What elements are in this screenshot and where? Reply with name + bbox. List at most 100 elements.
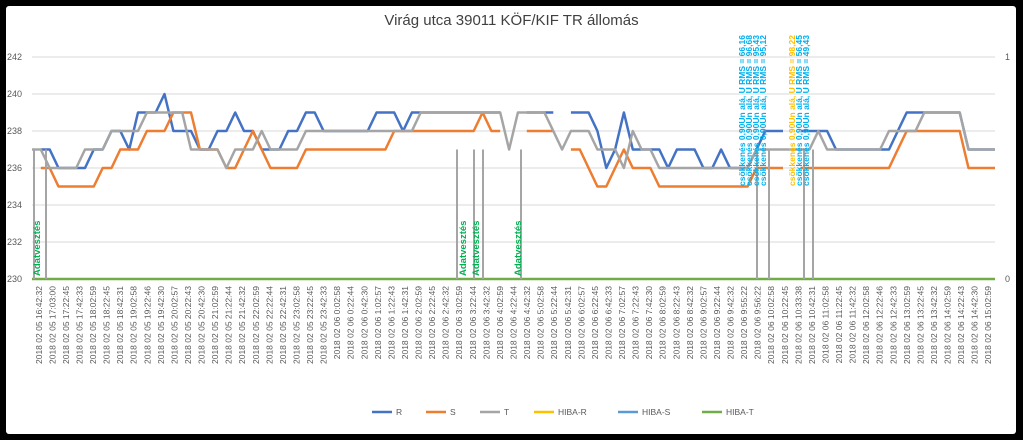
legend-label: HIBA-T xyxy=(726,407,754,417)
x-tick-label: 2018 02 06 13:22:45 xyxy=(915,286,925,364)
x-tick-label: 2018 02 05 17:03:00 xyxy=(47,286,57,364)
x-tick-label: 2018 02 06 4:02:59 xyxy=(495,286,505,360)
x-tick-label: 2018 02 05 19:02:58 xyxy=(129,286,139,364)
x-tick-label: 2018 02 05 19:42:30 xyxy=(156,286,166,364)
x-tick-label: 2018 02 06 0:42:30 xyxy=(359,286,369,360)
annotation-label: csökkenés 0,90Un alá, U RMS = 96,68 xyxy=(744,35,754,186)
annotation-label: csökkenés 0,90Un alá, U RMS = 49,43 xyxy=(801,35,811,186)
y-tick-label: 232 xyxy=(7,237,22,247)
x-tick-label: 2018 02 05 23:02:58 xyxy=(291,286,301,364)
x-tick-label: 2018 02 06 6:22:45 xyxy=(590,286,600,360)
y2-tick-label: 0 xyxy=(1005,274,1010,284)
x-tick-label: 2018 02 06 2:42:32 xyxy=(441,286,451,360)
x-tick-label: 2018 02 05 17:42:33 xyxy=(74,286,84,364)
y2-tick-label: 1 xyxy=(1005,52,1010,62)
x-tick-label: 2018 02 05 22:42:31 xyxy=(278,286,288,364)
x-tick-label: 2018 02 06 0:22:44 xyxy=(346,286,356,360)
x-tick-label: 2018 02 05 21:22:44 xyxy=(224,286,234,364)
x-tick-label: 2018 02 06 12:02:58 xyxy=(861,286,871,364)
legend-label: R xyxy=(396,407,402,417)
x-tick-label: 2018 02 06 14:42:30 xyxy=(970,286,980,364)
x-tick-label: 2018 02 06 13:42:32 xyxy=(929,286,939,364)
legend-label: T xyxy=(504,407,509,417)
x-tick-label: 2018 02 06 5:02:58 xyxy=(536,286,546,360)
x-tick-label: 2018 02 06 9:56:22 xyxy=(753,286,763,360)
annotation-label: csökkenés 0,90Un alá, U RMS = 56,45 xyxy=(794,35,804,186)
series-line-s xyxy=(40,111,995,188)
y-tick-label: 238 xyxy=(7,126,22,136)
x-tick-label: 2018 02 06 1:42:31 xyxy=(400,286,410,360)
x-tick-label: 2018 02 05 18:42:31 xyxy=(115,286,125,364)
x-tick-label: 2018 02 06 3:02:59 xyxy=(454,286,464,360)
x-tick-label: 2018 02 06 9:55:22 xyxy=(739,286,749,360)
x-tick-label: 2018 02 06 11:22:45 xyxy=(834,286,844,364)
annotation-label: Adatvesztés xyxy=(471,221,482,276)
x-tick-label: 2018 02 06 8:02:59 xyxy=(658,286,668,360)
y-tick-label: 240 xyxy=(7,89,22,99)
x-tick-label: 2018 02 06 14:02:59 xyxy=(943,286,953,364)
x-tick-label: 2018 02 06 0:02:58 xyxy=(332,286,342,360)
x-tick-label: 2018 02 05 20:42:30 xyxy=(197,286,207,364)
x-tick-label: 2018 02 05 22:02:59 xyxy=(251,286,261,364)
x-tick-label: 2018 02 05 18:02:59 xyxy=(88,286,98,364)
x-tick-label: 2018 02 06 5:42:31 xyxy=(563,286,573,360)
annotation-label: Adatvesztés xyxy=(513,221,524,276)
x-tick-label: 2018 02 06 6:42:33 xyxy=(603,286,613,360)
x-tick-label: 2018 02 06 7:42:30 xyxy=(644,286,654,360)
x-tick-label: 2018 02 06 2:02:59 xyxy=(414,286,424,360)
x-tick-label: 2018 02 06 11:42:32 xyxy=(848,286,858,364)
x-tick-label: 2018 02 06 14:22:43 xyxy=(956,286,966,364)
x-tick-label: 2018 02 06 8:42:32 xyxy=(685,286,695,360)
annotation-label: csökkenés 0,90Un alá, U RMS = 95,43 xyxy=(751,35,761,186)
y-tick-label: 236 xyxy=(7,163,22,173)
x-tick-label: 2018 02 06 3:22:44 xyxy=(468,286,478,360)
x-tick-label: 2018 02 06 10:22:45 xyxy=(780,286,790,364)
x-tick-label: 2018 02 06 5:22:44 xyxy=(549,286,559,360)
x-tick-label: 2018 02 06 15:02:59 xyxy=(983,286,993,364)
chart-title: Virág utca 39011 KÖF/KIF TR állomás xyxy=(384,12,639,29)
x-tick-label: 2018 02 05 20:02:57 xyxy=(169,286,179,364)
chart-panel xyxy=(6,6,1016,434)
series-line-t xyxy=(32,111,995,170)
y-tick-label: 234 xyxy=(7,200,22,210)
x-tick-label: 2018 02 05 18:22:45 xyxy=(102,286,112,364)
x-tick-label: 2018 02 05 22:22:44 xyxy=(264,286,274,364)
y-tick-label: 242 xyxy=(7,52,22,62)
x-tick-label: 2018 02 06 6:02:57 xyxy=(576,286,586,360)
annotation-label: Adatvesztés xyxy=(458,221,469,276)
x-tick-label: 2018 02 05 19:22:46 xyxy=(142,286,152,364)
legend-label: HIBA-R xyxy=(558,407,587,417)
x-tick-label: 2018 02 06 4:42:32 xyxy=(522,286,532,360)
legend-label: HIBA-S xyxy=(642,407,671,417)
x-tick-label: 2018 02 05 17:22:45 xyxy=(61,286,71,364)
x-tick-label: 2018 02 06 10:02:58 xyxy=(766,286,776,364)
legend-label: S xyxy=(450,407,456,417)
x-tick-label: 2018 02 06 12:42:33 xyxy=(888,286,898,364)
x-tick-label: 2018 02 05 16:42:32 xyxy=(34,286,44,364)
x-tick-label: 2018 02 06 11:02:58 xyxy=(820,286,830,364)
x-tick-label: 2018 02 06 4:22:44 xyxy=(509,286,519,360)
x-tick-label: 2018 02 06 7:22:43 xyxy=(631,286,641,360)
x-tick-label: 2018 02 06 10:33:38 xyxy=(793,286,803,364)
annotation-label: csökkenés 0,90Un alá, U RMS = 66,16 xyxy=(737,35,747,186)
x-tick-label: 2018 02 06 9:22:44 xyxy=(712,286,722,360)
x-tick-label: 2018 02 06 8:22:43 xyxy=(671,286,681,360)
x-tick-label: 2018 02 06 10:42:31 xyxy=(807,286,817,364)
x-tick-label: 2018 02 05 23:22:45 xyxy=(305,286,315,364)
x-tick-label: 2018 02 06 1:22:43 xyxy=(386,286,396,360)
x-tick-label: 2018 02 05 23:42:33 xyxy=(319,286,329,364)
x-tick-label: 2018 02 05 21:02:59 xyxy=(210,286,220,364)
x-tick-label: 2018 02 06 1:02:57 xyxy=(373,286,383,360)
x-tick-label: 2018 02 06 12:22:46 xyxy=(875,286,885,364)
x-tick-label: 2018 02 06 9:02:57 xyxy=(698,286,708,360)
x-tick-label: 2018 02 05 20:22:43 xyxy=(183,286,193,364)
x-tick-label: 2018 02 06 2:22:45 xyxy=(427,286,437,360)
x-tick-label: 2018 02 06 13:02:59 xyxy=(902,286,912,364)
x-tick-label: 2018 02 06 9:42:32 xyxy=(726,286,736,360)
annotation-label: Adatvesztés xyxy=(32,221,43,276)
x-tick-label: 2018 02 05 21:42:32 xyxy=(237,286,247,364)
x-tick-label: 2018 02 06 7:02:57 xyxy=(617,286,627,360)
x-tick-label: 2018 02 06 3:42:32 xyxy=(481,286,491,360)
